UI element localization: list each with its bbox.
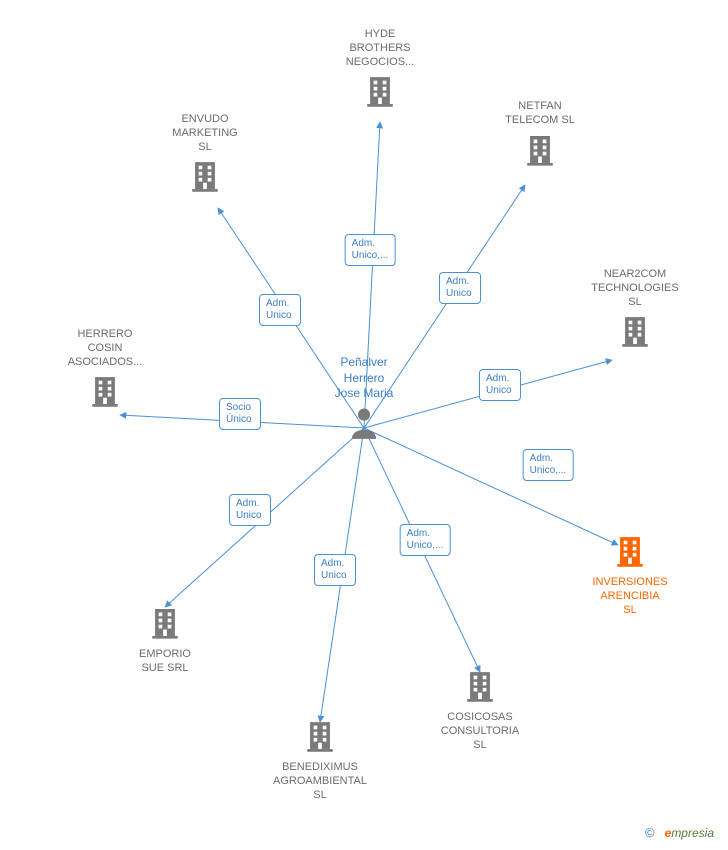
edge-label: Adm. Unico — [439, 272, 481, 304]
company-node[interactable]: HERRERO COSIN ASOCIADOS... — [45, 328, 165, 412]
edge-label: Adm. Unico,... — [523, 449, 574, 481]
company-label: NETFAN TELECOM SL — [480, 100, 600, 128]
company-node[interactable]: COSICOSAS CONSULTORIA SL — [420, 668, 540, 752]
company-label: ENVUDO MARKETING SL — [145, 113, 265, 154]
building-icon — [613, 533, 647, 567]
edge-label: Adm. Unico — [259, 294, 301, 326]
edge-label: Adm. Unico — [479, 369, 521, 401]
company-label: EMPORIO SUE SRL — [105, 648, 225, 676]
edge-label: Adm. Unico — [229, 494, 271, 526]
company-node[interactable]: HYDE BROTHERS NEGOCIOS... — [320, 28, 440, 112]
building-icon — [148, 605, 182, 639]
company-node[interactable]: EMPORIO SUE SRL — [105, 605, 225, 676]
center-label: Peñalver Herrero Jose Maria — [304, 355, 424, 402]
company-label: BENEDIXIMUS AGROAMBIENTAL SL — [260, 761, 380, 802]
building-icon — [463, 668, 497, 702]
company-label: HERRERO COSIN ASOCIADOS... — [45, 328, 165, 369]
edge-label: Adm. Unico — [314, 554, 356, 586]
diagram-canvas: Peñalver Herrero Jose Maria HYDE BROTHER… — [0, 0, 728, 850]
company-node[interactable]: INVERSIONES ARENCIBIA SL — [570, 533, 690, 617]
building-icon — [88, 373, 122, 407]
edge-label: Socio Único — [219, 398, 261, 430]
center-node[interactable]: Peñalver Herrero Jose Maria — [304, 355, 424, 445]
building-icon — [618, 313, 652, 347]
person-icon — [349, 406, 379, 440]
watermark: © empresia — [645, 825, 714, 840]
edge-label: Adm. Unico,... — [400, 524, 451, 556]
company-label: COSICOSAS CONSULTORIA SL — [420, 711, 540, 752]
company-node[interactable]: BENEDIXIMUS AGROAMBIENTAL SL — [260, 718, 380, 802]
copyright-symbol: © — [645, 825, 655, 840]
building-icon — [188, 158, 222, 192]
company-node[interactable]: NETFAN TELECOM SL — [480, 100, 600, 171]
edge-label: Adm. Unico,... — [345, 234, 396, 266]
company-label: NEAR2COM TECHNOLOGIES SL — [575, 268, 695, 309]
building-icon — [303, 718, 337, 752]
company-label: HYDE BROTHERS NEGOCIOS... — [320, 28, 440, 69]
company-label: INVERSIONES ARENCIBIA SL — [570, 576, 690, 617]
brand-rest: mpresia — [671, 826, 714, 840]
company-node[interactable]: ENVUDO MARKETING SL — [145, 113, 265, 197]
building-icon — [363, 73, 397, 107]
building-icon — [523, 131, 557, 165]
company-node[interactable]: NEAR2COM TECHNOLOGIES SL — [575, 268, 695, 352]
